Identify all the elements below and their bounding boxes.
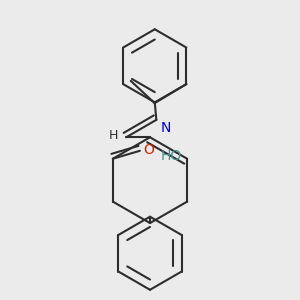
Text: HO: HO bbox=[161, 149, 182, 163]
Text: N: N bbox=[160, 122, 170, 135]
Text: O: O bbox=[144, 143, 154, 157]
Text: H: H bbox=[109, 129, 118, 142]
